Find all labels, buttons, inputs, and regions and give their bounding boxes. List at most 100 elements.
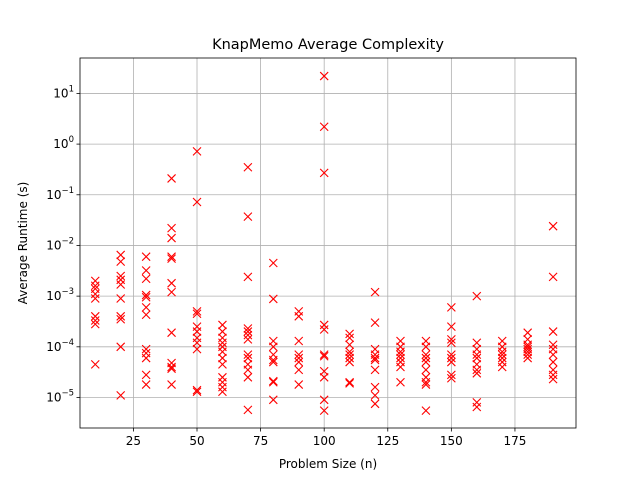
data-point <box>319 325 329 334</box>
data-point <box>446 350 456 360</box>
data-point <box>167 362 176 372</box>
data-point <box>116 314 126 324</box>
data-point <box>192 309 202 319</box>
data-point <box>345 347 355 357</box>
data-point <box>192 338 202 348</box>
y-tick-exponent: −3 <box>61 287 74 297</box>
data-point <box>319 320 329 330</box>
data-point <box>192 146 202 156</box>
y-tick-exponent: −4 <box>61 338 74 348</box>
x-tick-label: 100 <box>313 434 336 448</box>
data-point <box>116 342 126 352</box>
data-point <box>90 281 100 291</box>
data-point <box>497 347 507 357</box>
data-point <box>90 289 100 299</box>
grid <box>80 58 576 428</box>
y-tick-exponent: −2 <box>61 236 74 246</box>
data-point <box>396 377 405 387</box>
x-tick-label: 75 <box>253 434 268 448</box>
data-point <box>116 391 126 400</box>
y-axis-label: Average Runtime (s) <box>16 182 30 305</box>
data-point <box>396 362 405 372</box>
data-point <box>294 311 304 321</box>
data-point <box>141 380 151 389</box>
data-point <box>116 271 126 281</box>
y-tick-exponent: −1 <box>61 186 74 196</box>
data-point <box>370 287 380 297</box>
data-point <box>268 294 278 304</box>
data-point <box>116 250 126 260</box>
data-point <box>472 365 482 375</box>
data-point <box>167 233 176 243</box>
data-point <box>345 340 355 350</box>
data-point <box>472 402 482 412</box>
data-point <box>472 291 482 301</box>
data-point <box>243 335 253 344</box>
data-point <box>141 310 151 320</box>
data-point <box>116 280 126 289</box>
data-point <box>523 340 533 350</box>
data-point <box>319 122 329 132</box>
data-point <box>472 338 482 348</box>
x-tick-label: 125 <box>376 434 399 448</box>
data-point <box>548 357 558 367</box>
data-point <box>243 350 253 360</box>
data-point <box>116 257 126 266</box>
x-tick-label: 50 <box>189 434 204 448</box>
y-tick-base: 10 <box>46 390 61 404</box>
data-point <box>319 395 329 405</box>
data-point <box>243 162 253 172</box>
data-point <box>421 342 431 352</box>
x-axis-label: Problem Size (n) <box>279 457 377 471</box>
data-point <box>548 370 558 380</box>
data-point <box>243 324 253 333</box>
y-tick-label: 10−5 <box>46 388 74 404</box>
data-point <box>141 274 151 284</box>
data-point <box>523 350 533 360</box>
data-point <box>319 406 329 416</box>
data-point <box>548 272 558 282</box>
data-point <box>472 350 482 360</box>
data-point <box>421 380 431 389</box>
data-point <box>90 319 100 329</box>
data-point <box>319 372 329 382</box>
y-tick-base: 10 <box>46 188 61 202</box>
y-tick-label: 10−1 <box>46 186 74 202</box>
data-point <box>548 327 558 336</box>
data-point <box>218 359 227 369</box>
data-point <box>192 344 202 354</box>
data-point <box>396 353 405 363</box>
y-tick-label: 10−3 <box>46 287 74 303</box>
data-point <box>345 357 355 367</box>
data-point <box>446 335 456 344</box>
data-point <box>141 290 151 300</box>
data-point <box>523 353 533 363</box>
data-point <box>294 350 304 360</box>
data-point <box>243 372 253 382</box>
data-point <box>446 357 456 367</box>
data-point <box>243 327 253 336</box>
data-point <box>268 258 278 268</box>
data-point <box>116 294 126 303</box>
x-tick-label: 150 <box>440 434 463 448</box>
data-point <box>268 376 278 386</box>
plot-frame <box>79 57 577 429</box>
data-point <box>370 355 380 365</box>
data-point <box>243 365 253 375</box>
data-point <box>167 252 176 262</box>
data-point <box>319 168 329 178</box>
data-point <box>268 377 278 387</box>
data-point <box>446 373 456 383</box>
x-tick-label: 25 <box>126 434 141 448</box>
data-point <box>141 252 151 262</box>
data-point <box>472 353 482 363</box>
data-point <box>192 197 202 207</box>
data-point <box>319 350 329 360</box>
data-point <box>167 380 176 389</box>
data-point <box>294 380 304 389</box>
data-point <box>523 328 533 338</box>
data-point <box>497 353 507 363</box>
data-point <box>446 338 456 348</box>
